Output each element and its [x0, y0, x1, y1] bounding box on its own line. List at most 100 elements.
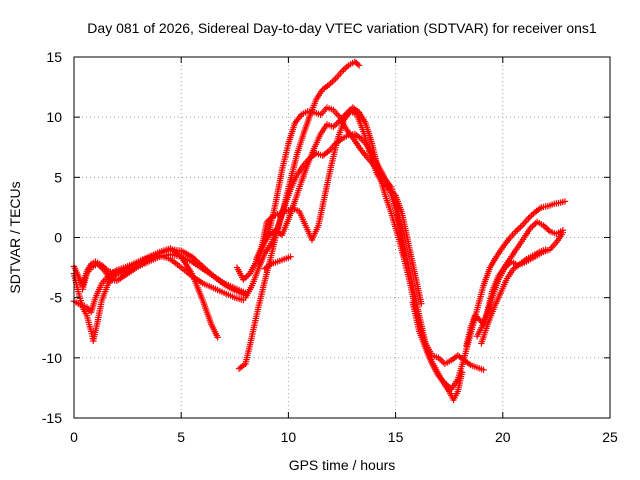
track-markers: [262, 242, 274, 255]
track-markers: [473, 313, 481, 322]
track-markers: [395, 234, 407, 261]
track-markers: [350, 136, 362, 149]
track-markers: [429, 362, 441, 378]
track-markers: [449, 353, 460, 363]
track-markers: [314, 88, 325, 101]
track-markers: [249, 306, 262, 338]
track-markers: [401, 258, 414, 287]
track-markers: [256, 251, 268, 270]
track-markers: [315, 150, 324, 159]
track-markers: [525, 253, 534, 262]
track-markers: [281, 188, 293, 209]
track-markers: [325, 122, 335, 130]
track-markers: [158, 245, 172, 255]
track-markers: [423, 347, 435, 366]
series-track-12: [463, 218, 567, 349]
track-markers: [241, 271, 252, 282]
track-markers: [481, 266, 493, 287]
track-markers: [347, 59, 356, 68]
track-markers: [511, 262, 522, 271]
track-markers: [514, 223, 524, 234]
track-markers: [507, 230, 518, 241]
track-markers: [237, 361, 248, 371]
track-markers: [85, 266, 93, 275]
track-markers: [285, 206, 294, 214]
x-tick-label: 15: [388, 429, 404, 445]
track-markers: [553, 199, 562, 207]
track-markers: [363, 122, 375, 145]
track-markers: [474, 326, 484, 338]
track-markers: [369, 142, 382, 173]
x-tick-label: 0: [70, 429, 78, 445]
y-tick-label: -15: [42, 410, 62, 426]
track-markers: [223, 281, 236, 291]
track-markers: [276, 256, 286, 264]
track-markers: [298, 162, 311, 184]
track-markers: [533, 205, 543, 215]
track-markers: [485, 306, 497, 326]
x-tick-label: 5: [177, 429, 185, 445]
track-markers: [505, 267, 516, 280]
track-markers: [327, 142, 338, 153]
track-markers: [288, 173, 300, 191]
series-track-11: [409, 198, 569, 393]
track-markers: [223, 290, 236, 300]
track-markers: [522, 226, 533, 239]
track-markers: [469, 362, 479, 370]
track-markers: [548, 229, 558, 237]
track-markers: [331, 119, 342, 129]
track-markers: [136, 257, 151, 269]
track-markers: [431, 353, 440, 361]
chart-title: Day 081 of 2026, Sidereal Day-to-day VTE…: [87, 20, 597, 36]
track-markers: [318, 123, 329, 136]
track-markers: [242, 335, 255, 365]
track-markers: [201, 266, 215, 278]
track-markers: [489, 278, 501, 299]
track-markers: [357, 111, 368, 125]
track-markers: [85, 305, 93, 314]
track-markers: [233, 285, 247, 296]
track-markers: [451, 390, 460, 401]
track-markers: [327, 77, 338, 87]
track-markers: [353, 132, 363, 141]
data-point: [287, 253, 294, 260]
track-markers: [500, 237, 512, 249]
y-tick-label: 10: [46, 109, 62, 125]
track-markers: [468, 314, 478, 329]
track-markers: [436, 374, 447, 385]
track-markers: [321, 148, 331, 158]
track-markers: [503, 259, 513, 270]
track-markers: [126, 260, 140, 270]
track-markers: [531, 249, 541, 258]
track-markers: [243, 284, 255, 299]
track-markers: [538, 247, 547, 255]
track-markers: [354, 113, 366, 133]
track-markers: [279, 218, 291, 237]
track-markers: [313, 110, 322, 118]
x-tick-label: 20: [495, 429, 511, 445]
track-markers: [456, 353, 466, 363]
track-markers: [351, 105, 361, 115]
track-markers: [483, 296, 495, 321]
track-markers: [319, 106, 329, 117]
track-markers: [93, 282, 105, 299]
track-markers: [449, 378, 460, 391]
track-markers: [200, 298, 214, 326]
track-markers: [311, 132, 323, 150]
track-markers: [388, 212, 401, 237]
track-markers: [322, 164, 334, 197]
track-markers: [443, 358, 453, 366]
track-markers: [410, 301, 422, 333]
track-markers: [494, 245, 505, 258]
track-markers: [321, 82, 331, 92]
track-markers: [88, 296, 98, 314]
track-markers: [353, 59, 361, 68]
track-markers: [285, 200, 298, 221]
track-markers: [266, 202, 279, 233]
track-markers: [478, 323, 491, 345]
track-markers: [375, 170, 388, 196]
track-markers: [461, 332, 474, 359]
track-markers: [272, 169, 285, 205]
axis-ticks: 0 5 10 15 20 25 -15 -10 -5 0 5 10 15: [42, 49, 618, 445]
track-markers: [109, 276, 118, 284]
